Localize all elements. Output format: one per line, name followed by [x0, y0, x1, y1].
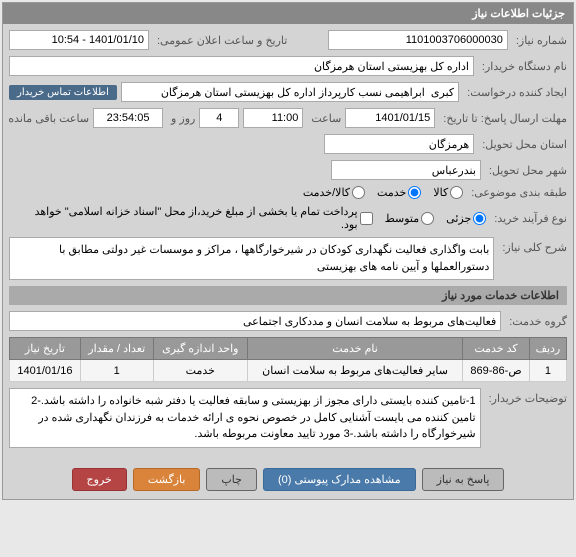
buyer-org-label: نام دستگاه خریدار: — [478, 60, 567, 73]
proc-medium-input[interactable] — [421, 212, 434, 225]
city-input[interactable] — [331, 160, 481, 180]
proc-medium-radio[interactable]: متوسط — [385, 212, 435, 225]
proc-minor-input[interactable] — [473, 212, 486, 225]
province-input[interactable] — [324, 134, 474, 154]
table-row[interactable]: 1 ص-86-869 سایر فعالیت‌های مربوط به سلام… — [10, 360, 567, 382]
td-idx: 1 — [529, 360, 566, 382]
req-number-label: شماره نیاز: — [512, 34, 567, 47]
td-unit: خدمت — [153, 360, 247, 382]
days-input[interactable] — [199, 108, 239, 128]
cat-both-radio[interactable]: کالا/خدمت — [303, 186, 365, 199]
table-header-row: ردیف کد خدمت نام خدمت واحد اندازه گیری ت… — [10, 338, 567, 360]
city-label: شهر محل تحویل: — [485, 164, 567, 177]
days-label: روز و — [167, 112, 195, 125]
public-date-label: تاریخ و ساعت اعلان عمومی: — [153, 34, 287, 47]
remain-label: ساعت باقی مانده — [4, 112, 89, 125]
proc-minor-radio[interactable]: جزئی — [446, 212, 486, 225]
desc-text: 1-تامین کننده بایستی دارای مجوز از بهزیس… — [9, 388, 481, 448]
panel-title: جزئیات اطلاعات نیاز — [3, 3, 573, 24]
cat-goods-text: کالا — [433, 186, 448, 199]
cat-service-radio[interactable]: خدمت — [377, 186, 421, 199]
creator-input[interactable] — [121, 82, 459, 102]
deadline-date-input[interactable] — [345, 108, 435, 128]
cat-both-text: کالا/خدمت — [303, 186, 350, 199]
td-code: ص-86-869 — [463, 360, 530, 382]
print-button[interactable]: چاپ — [206, 468, 257, 491]
countdown-input — [93, 108, 163, 128]
button-bar: پاسخ به نیاز مشاهده مدارک پیوستی (0) چاپ… — [3, 460, 573, 499]
form-body: شماره نیاز: تاریخ و ساعت اعلان عمومی: نا… — [3, 24, 573, 460]
deadline-time-input[interactable] — [243, 108, 303, 128]
td-date: 1401/01/16 — [10, 360, 81, 382]
th-unit: واحد اندازه گیری — [153, 338, 247, 360]
cat-service-text: خدمت — [377, 186, 406, 199]
creator-label: ایجاد کننده درخواست: — [463, 86, 567, 99]
service-group-label: گروه خدمت: — [505, 315, 567, 328]
proc-medium-text: متوسط — [385, 212, 420, 225]
th-row: ردیف — [529, 338, 566, 360]
proc-note-text: پرداخت تمام یا بخشی از مبلغ خرید،از محل … — [19, 205, 358, 231]
proc-minor-text: جزئی — [446, 212, 471, 225]
public-date-input[interactable] — [9, 30, 149, 50]
th-qty: تعداد / مقدار — [80, 338, 153, 360]
service-group-input[interactable] — [9, 311, 501, 331]
title-text: بابت واگذاری فعالیت نگهداری کودکان در شی… — [9, 237, 494, 280]
th-name: نام خدمت — [247, 338, 462, 360]
services-table: ردیف کد خدمت نام خدمت واحد اندازه گیری ت… — [9, 337, 567, 382]
td-name: سایر فعالیت‌های مربوط به سلامت انسان — [247, 360, 462, 382]
cat-both-input[interactable] — [352, 186, 365, 199]
back-button[interactable]: بازگشت — [133, 468, 201, 491]
desc-label: توضیحات خریدار: — [485, 388, 567, 405]
province-label: استان محل تحویل: — [478, 138, 567, 151]
cat-goods-radio[interactable]: کالا — [433, 186, 463, 199]
title-label: شرح کلی نیاز: — [498, 237, 567, 254]
th-code: کد خدمت — [463, 338, 530, 360]
category-label: طبقه بندی موضوعی: — [467, 186, 567, 199]
cat-service-input[interactable] — [408, 186, 421, 199]
main-panel: جزئیات اطلاعات نیاز شماره نیاز: تاریخ و … — [2, 2, 574, 500]
reply-button[interactable]: پاسخ به نیاز — [422, 468, 505, 491]
cat-goods-input[interactable] — [450, 186, 463, 199]
attachments-button[interactable]: مشاهده مدارک پیوستی (0) — [263, 468, 416, 491]
req-number-input[interactable] — [328, 30, 508, 50]
time-label-1: ساعت — [307, 112, 341, 125]
proc-note-check[interactable]: پرداخت تمام یا بخشی از مبلغ خرید،از محل … — [19, 205, 373, 231]
td-qty: 1 — [80, 360, 153, 382]
contact-badge[interactable]: اطلاعات تماس خریدار — [9, 85, 117, 100]
process-label: نوع فرآیند خرید: — [490, 212, 567, 225]
proc-note-input[interactable] — [360, 212, 373, 225]
deadline-label: مهلت ارسال پاسخ: تا تاریخ: — [439, 112, 567, 125]
buyer-org-input[interactable] — [9, 56, 474, 76]
services-header: اطلاعات خدمات مورد نیاز — [9, 286, 567, 305]
exit-button[interactable]: خروج — [72, 468, 127, 491]
th-date: تاریخ نیاز — [10, 338, 81, 360]
